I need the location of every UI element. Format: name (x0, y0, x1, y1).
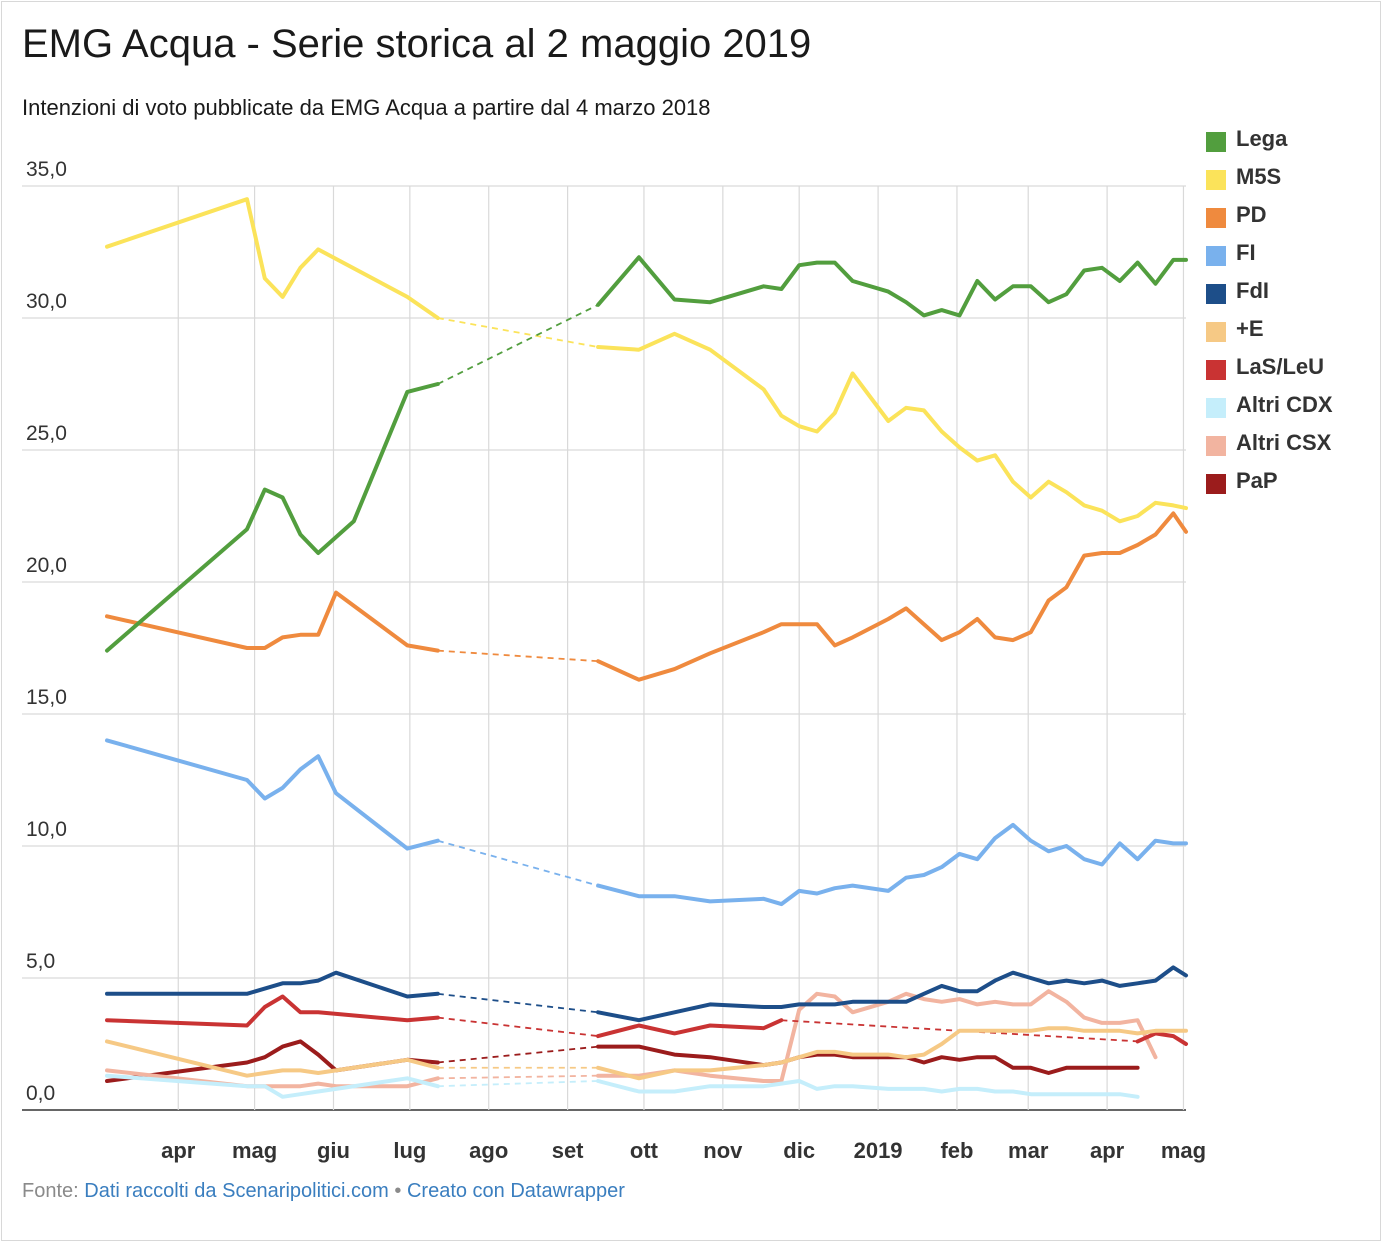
legend-label: M5S (1236, 164, 1282, 189)
series-line (105, 970, 440, 999)
legend-swatch (1206, 170, 1226, 190)
x-tick-label: apr (161, 1138, 196, 1163)
legend-label: FI (1236, 240, 1256, 265)
legend-swatch (1206, 208, 1226, 228)
series-gap-line (437, 1080, 599, 1088)
series-line (596, 331, 1188, 524)
x-tick-label: set (552, 1138, 584, 1163)
series-fi (105, 738, 1188, 907)
legend-label: +E (1236, 316, 1264, 341)
legend-label: PD (1236, 202, 1267, 227)
series-line (596, 1079, 1140, 1099)
x-tick-label: mag (1161, 1138, 1206, 1163)
series-line (105, 994, 440, 1028)
source-link[interactable]: Dati raccolti da Scenaripolitici.com (84, 1180, 389, 1202)
series-line (596, 822, 1188, 907)
chart-subtitle: Intenzioni di voto pubblicate da EMG Acq… (22, 95, 711, 120)
legend-swatch (1206, 132, 1226, 152)
series--e (105, 1026, 1188, 1081)
legend-swatch (1206, 474, 1226, 494)
series-line (105, 590, 440, 653)
legend-label: PaP (1236, 468, 1278, 493)
series-line (596, 989, 1158, 1083)
x-tick-label: ago (469, 1138, 508, 1163)
legend-swatch (1206, 436, 1226, 456)
y-axis-ticks: 0,0 5,0 10,0 15,0 20,0 25,0 30,0 35,0 (26, 158, 67, 1105)
y-tick-label: 35,0 (26, 158, 67, 181)
series-line (105, 738, 440, 851)
series-pd (105, 511, 1188, 682)
series-lega (105, 255, 1188, 653)
series-altri-cdx (105, 1073, 1140, 1099)
chart-title: EMG Acqua - Serie storica al 2 maggio 20… (22, 22, 812, 66)
x-tick-label: giu (317, 1138, 350, 1163)
footer-separator: • (394, 1180, 402, 1202)
series-lines (105, 197, 1188, 1099)
legend-label: LaS/LeU (1236, 354, 1325, 379)
series-m5s (105, 197, 1188, 524)
y-tick-label: 30,0 (26, 290, 67, 313)
y-tick-label: 15,0 (26, 686, 67, 709)
y-tick-label: 20,0 (26, 554, 67, 577)
series-gap-line (437, 303, 599, 385)
series-line (596, 1026, 1188, 1081)
y-tick-label: 25,0 (26, 422, 67, 445)
series-line (596, 511, 1188, 682)
series-fdi (105, 965, 1188, 1023)
series-gap-line (437, 1074, 599, 1080)
series-gap-line (437, 649, 599, 663)
series-line (105, 1039, 440, 1078)
y-tick-label: 10,0 (26, 818, 67, 841)
x-tick-label: mag (232, 1138, 277, 1163)
legend-label: Lega (1236, 126, 1288, 151)
legend-label: Altri CDX (1236, 392, 1333, 417)
legend-swatch (1206, 246, 1226, 266)
series-line (105, 382, 440, 653)
legend-label: FdI (1236, 278, 1269, 303)
series-gap-line (437, 1045, 599, 1064)
series-line (105, 1073, 440, 1099)
series-gap-line (437, 1016, 599, 1037)
series-line (596, 255, 1188, 318)
x-tick-label: lug (393, 1138, 426, 1163)
x-tick-label: feb (940, 1138, 973, 1163)
legend-swatch (1206, 398, 1226, 418)
series-line (596, 1018, 784, 1039)
series-gap-line (437, 317, 599, 348)
legend-swatch (1206, 322, 1226, 342)
series-gap-line (437, 992, 599, 1014)
legend-swatch (1206, 360, 1226, 380)
source-prefix: Fonte: (22, 1180, 79, 1202)
x-tick-label: mar (1008, 1138, 1049, 1163)
y-tick-label: 5,0 (26, 950, 55, 973)
x-tick-label: nov (703, 1138, 743, 1163)
legend-label: Altri CSX (1236, 430, 1332, 455)
datawrapper-link[interactable]: Creato con Datawrapper (406, 1180, 625, 1202)
legend-swatch (1206, 284, 1226, 304)
series-line (105, 197, 440, 320)
x-axis-ticks: apr mag giu lug ago set ott nov dic 2019 feb mar apr… (161, 1138, 1206, 1163)
x-tick-label: 2019 (854, 1138, 903, 1163)
x-tick-label: dic (783, 1138, 815, 1163)
y-tick-label: 0,0 (26, 1082, 55, 1105)
series-line (596, 965, 1188, 1023)
x-tick-label: ott (630, 1138, 659, 1163)
series-las-leu (105, 994, 1188, 1046)
series-gap-line (437, 839, 599, 887)
x-tick-label: apr (1090, 1138, 1125, 1163)
series-line (1135, 1031, 1188, 1046)
footer: Fonte: Dati raccolti da Scenaripolitici.… (22, 1180, 625, 1203)
